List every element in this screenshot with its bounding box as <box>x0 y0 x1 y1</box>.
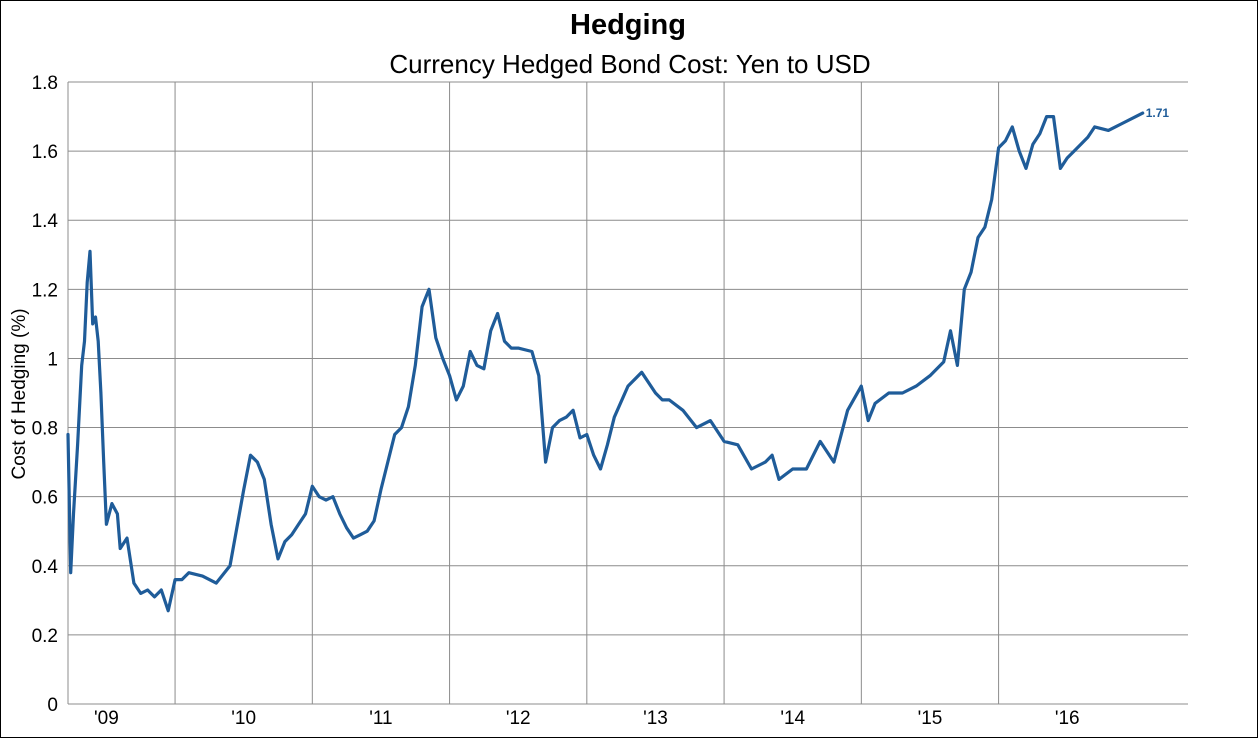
series-line <box>66 111 1145 613</box>
y-tick-label: 0.8 <box>32 419 58 440</box>
y-tick-label: 1.6 <box>32 142 58 163</box>
end-value-label: 1.71 <box>1146 106 1170 120</box>
y-tick-label: 1.2 <box>32 280 58 301</box>
y-tick-labels: 0 0.2 0.4 0.6 0.8 1 1.2 1.4 1.6 1.8 <box>32 73 59 716</box>
chart-title: Hedging <box>570 9 686 41</box>
y-tick-label: 1.8 <box>32 73 58 94</box>
y-tick-label: 0 <box>47 695 58 716</box>
grid-layer <box>67 81 1188 705</box>
y-tick-label: 1.4 <box>32 211 59 232</box>
x-tick-label: '13 <box>643 708 668 729</box>
x-tick-label: '14 <box>780 708 805 729</box>
y-axis-label: Cost of Hedging (%) <box>9 308 30 479</box>
x-tick-label: '15 <box>918 708 943 729</box>
y-tick-label: 0.2 <box>32 626 58 647</box>
x-tick-label: '11 <box>369 708 392 729</box>
series-layer <box>66 111 1145 613</box>
y-tick-label: 1 <box>47 349 58 370</box>
y-tick-label: 0.6 <box>32 488 58 509</box>
x-tick-label: '10 <box>231 708 256 729</box>
x-tick-label: '16 <box>1055 708 1080 729</box>
y-tick-label: 0.4 <box>32 557 59 578</box>
chart-subtitle: Currency Hedged Bond Cost: Yen to USD <box>389 49 870 79</box>
x-tick-label: '09 <box>94 708 119 729</box>
x-tick-labels: '09 '10 '11 '12 '13 '14 '15 '16 <box>94 708 1080 729</box>
x-tick-label: '12 <box>506 708 531 729</box>
